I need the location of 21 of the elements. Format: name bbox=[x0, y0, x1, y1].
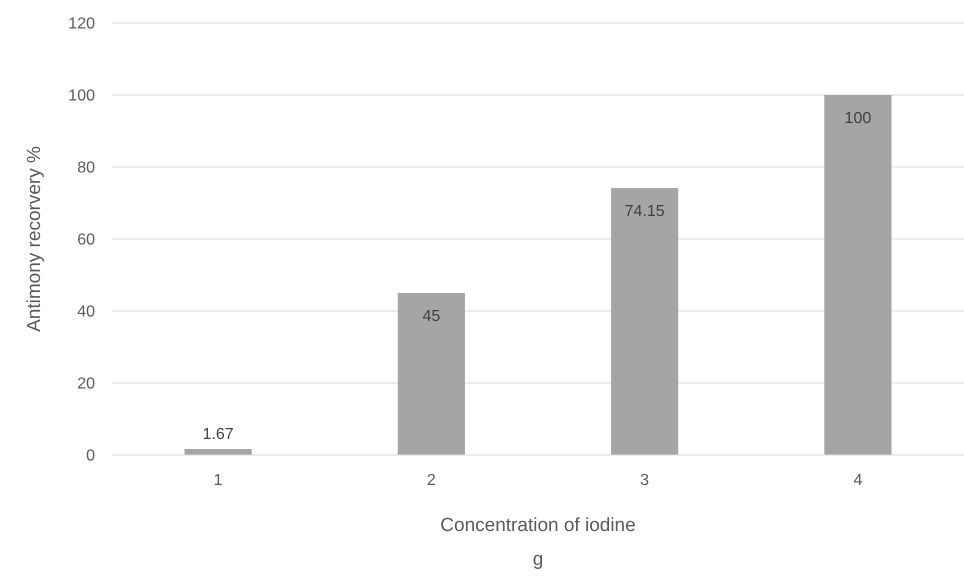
bar bbox=[611, 188, 678, 455]
y-tick-label: 0 bbox=[86, 448, 96, 465]
bar bbox=[184, 448, 252, 455]
y-tick-label: 100 bbox=[68, 88, 96, 105]
x-axis-title: Concentration of iodine g bbox=[440, 515, 636, 570]
y-axis-title: Antimony recorvery % bbox=[24, 146, 45, 332]
y-tick-label: 80 bbox=[77, 160, 96, 177]
data-label: 1.67 bbox=[202, 426, 234, 443]
y-tick-label: 120 bbox=[68, 16, 96, 33]
data-label: 45 bbox=[422, 308, 440, 325]
bar bbox=[398, 293, 465, 455]
x-tick-label: 4 bbox=[853, 472, 862, 489]
x-tick-label: 1 bbox=[214, 472, 223, 489]
bar bbox=[824, 95, 892, 455]
data-label: 100 bbox=[844, 110, 872, 127]
y-tick-label: 60 bbox=[77, 232, 96, 249]
x-tick-label: 2 bbox=[426, 472, 436, 489]
y-tick-label: 20 bbox=[77, 376, 96, 393]
x-tick-label: 3 bbox=[640, 472, 650, 489]
y-tick-label: 40 bbox=[77, 304, 96, 321]
data-label: 74.15 bbox=[624, 203, 665, 220]
